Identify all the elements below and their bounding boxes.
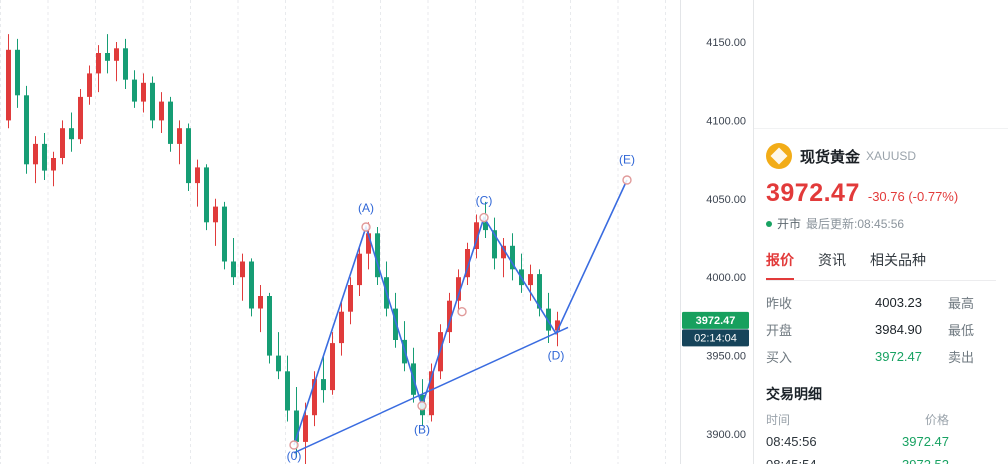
low-label: 最低 — [948, 323, 975, 338]
wave-markers — [289, 175, 632, 450]
svg-text:4050.00: 4050.00 — [706, 194, 746, 206]
tab-news[interactable]: 资讯 — [818, 252, 846, 268]
price-column-header: 价格 — [924, 412, 949, 427]
svg-text:02:14:04: 02:14:04 — [694, 332, 737, 344]
quote-row-open: 开盘 3984.90 最低 — [766, 316, 996, 343]
trendline — [293, 326, 569, 454]
svg-text:3900.00: 3900.00 — [706, 429, 746, 441]
instrument-name: 现货黄金 — [800, 148, 861, 166]
high-label: 最高 — [948, 296, 975, 311]
prev-close-label: 昨收 — [766, 296, 793, 311]
market-open-dot-icon — [766, 220, 772, 227]
price-row: 3972.47 -30.76 (-0.77%) — [766, 179, 996, 208]
tab-quote[interactable]: 报价 — [766, 244, 794, 280]
quote-row-bid: 买入 3972.47 卖出 — [766, 343, 996, 370]
ask-label: 卖出 — [948, 350, 975, 365]
open-value: 3984.90 — [875, 322, 922, 337]
instrument-code: XAUUSD — [866, 149, 917, 163]
instrument-header: 现货黄金 XAUUSD — [766, 143, 996, 169]
current-time-badge: 02:14:04 — [682, 329, 749, 347]
wave-labels: (0) (A) (B) (C) (D) (E) — [287, 153, 635, 463]
svg-text:(D): (D) — [548, 349, 565, 363]
svg-text:3972.47: 3972.47 — [696, 315, 736, 327]
candles — [6, 34, 560, 464]
quote-row-prev-close: 昨收 4003.23 最高 — [766, 289, 996, 316]
trade-detail-header: 时间 价格 — [766, 408, 996, 430]
svg-text:(0): (0) — [287, 449, 302, 463]
open-label: 开盘 — [766, 323, 793, 338]
bid-label: 买入 — [766, 350, 793, 365]
trade-time: 08:45:54 — [766, 457, 866, 464]
svg-text:(A): (A) — [358, 201, 374, 215]
candlestick-chart[interactable]: (0) (A) (B) (C) (D) (E) 4150.00 4100.00 4050.00 4… — [0, 0, 753, 464]
wave-zigzag — [293, 179, 628, 446]
trade-row: 08:45:54 3972.52 — [766, 453, 996, 464]
trade-price: 3972.52 — [866, 457, 949, 464]
time-column-header: 时间 — [766, 412, 791, 427]
trade-row: 08:45:56 3972.47 — [766, 430, 996, 453]
y-axis-labels: 4150.00 4100.00 4050.00 4000.00 3950.00 3900.… — [706, 37, 746, 441]
svg-text:(E): (E) — [619, 153, 635, 167]
svg-text:(C): (C) — [476, 193, 493, 207]
panel-top-spacer — [754, 0, 1008, 129]
quote-table: 昨收 4003.23 最高 开盘 3984.90 最低 买入 3972.47 卖… — [766, 289, 996, 370]
market-status: 开市 — [777, 217, 802, 231]
prev-close-value: 4003.23 — [875, 295, 922, 310]
price-change: -30.76 (-0.77%) — [867, 189, 959, 204]
panel-tabs: 报价 资讯 相关品种 — [766, 244, 996, 281]
current-price-badge: 3972.47 — [682, 311, 749, 329]
trade-time: 08:45:56 — [766, 434, 817, 449]
tab-related[interactable]: 相关品种 — [870, 252, 926, 268]
svg-text:4150.00: 4150.00 — [706, 37, 746, 49]
svg-text:(B): (B) — [414, 422, 430, 436]
svg-text:4100.00: 4100.00 — [706, 115, 746, 127]
svg-text:4000.00: 4000.00 — [706, 272, 746, 284]
quote-side-panel: 现货黄金 XAUUSD 3972.47 -30.76 (-0.77%) 开市 最… — [753, 0, 1008, 464]
last-updated: 最后更新:08:45:56 — [806, 217, 905, 231]
gold-coin-icon — [766, 143, 792, 169]
trade-price: 3972.47 — [902, 434, 949, 449]
trade-detail-title: 交易明细 — [766, 386, 822, 402]
trade-detail-table: 时间 价格 08:45:56 3972.47 08:45:54 3972.52 … — [766, 408, 996, 464]
bid-value: 3972.47 — [875, 349, 922, 364]
last-price: 3972.47 — [766, 179, 860, 207]
svg-text:3950.00: 3950.00 — [706, 351, 746, 363]
market-status-row: 开市 最后更新:08:45:56 — [766, 215, 996, 232]
